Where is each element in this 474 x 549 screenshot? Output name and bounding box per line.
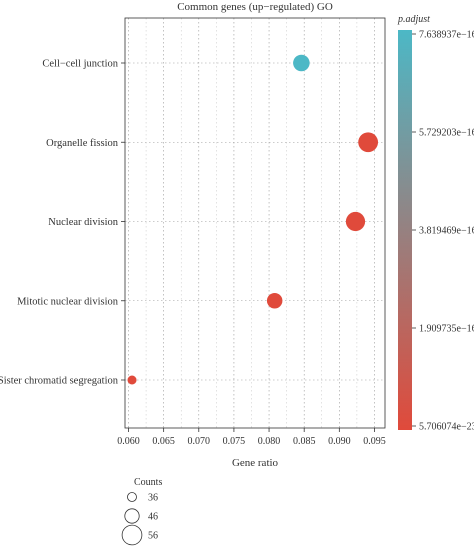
data-points <box>127 54 379 385</box>
colorbar-label: 7.638937e−16 <box>419 30 474 41</box>
plot-panel-border <box>124 17 386 429</box>
data-point <box>293 54 310 72</box>
colorbar-label: 1.909735e−16 <box>419 324 474 335</box>
colorbar-label: 5.729203e−16 <box>419 128 474 139</box>
colorbar-gradient <box>398 30 412 430</box>
x-tick-label: 0.060 <box>117 436 140 447</box>
category-label: Sister chromatid segregation <box>0 376 119 387</box>
size-legend-circle <box>127 492 137 502</box>
colorbar-label: 3.819469e−16 <box>419 226 474 237</box>
category-label: Mitotic nuclear division <box>17 296 119 307</box>
x-tick-label: 0.090 <box>328 436 351 447</box>
colorbar-labels: 7.638937e−16 5.729203e−16 3.819469e−16 1.90… <box>412 30 474 433</box>
x-tick-label: 0.085 <box>293 436 316 447</box>
x-tick-label: 0.095 <box>363 436 386 447</box>
data-point <box>127 375 137 385</box>
x-tick-label: 0.075 <box>223 436 246 447</box>
size-legend-circle <box>121 524 143 546</box>
x-tick-label: 0.070 <box>188 436 211 447</box>
size-legend-title: Counts <box>134 477 162 488</box>
x-tick-label: 0.065 <box>152 436 175 447</box>
data-point <box>266 293 283 309</box>
category-label: Cell−cell junction <box>42 59 118 70</box>
size-legend-circle <box>124 508 140 524</box>
colorbar-label: 5.706074e−23 <box>419 422 474 433</box>
x-axis-title: Gene ratio <box>232 457 279 469</box>
category-labels: Cell−cell junction Organelle fission Nucle… <box>0 59 125 387</box>
category-label: Organelle fission <box>46 138 119 149</box>
size-legend-label: 36 <box>148 493 158 504</box>
x-tick-label: 0.080 <box>258 436 281 447</box>
size-legend-label: 56 <box>148 531 158 542</box>
chart-title: Common genes (up−regulated) GO <box>177 1 333 13</box>
data-point <box>358 132 379 153</box>
data-point <box>345 211 366 232</box>
colorbar-title: p.adjust <box>397 14 430 25</box>
category-label: Nuclear division <box>48 217 118 228</box>
size-legend-label: 46 <box>148 512 158 523</box>
size-legend-entries: 36 46 56 <box>121 492 158 546</box>
x-axis-ticks: 0.060 0.065 0.070 0.075 0.080 0.085 0.090 0.095 <box>117 428 386 447</box>
